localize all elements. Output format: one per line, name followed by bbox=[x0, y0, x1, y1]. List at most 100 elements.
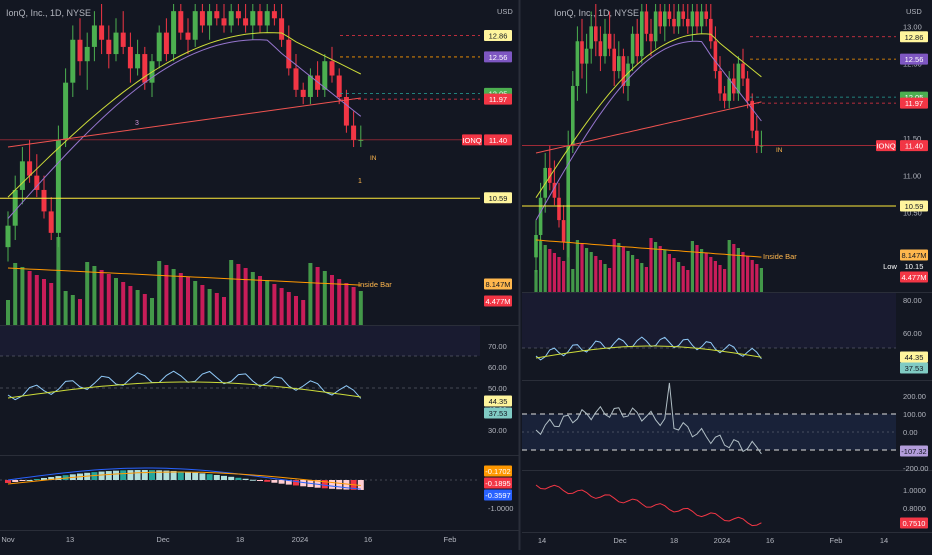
macd-histogram-bar bbox=[120, 470, 127, 480]
volume-bar bbox=[580, 244, 584, 292]
left-rsi-ma-value: 37.53 bbox=[489, 409, 508, 418]
right-cci-axis-tick: 100.00 bbox=[903, 410, 926, 419]
left-time-tick: Dec bbox=[156, 535, 170, 544]
candle-body bbox=[106, 39, 112, 55]
candle-body bbox=[594, 26, 598, 42]
right-rsi-ma-value: 37.53 bbox=[905, 364, 924, 373]
candle-body bbox=[336, 75, 342, 97]
candle-body bbox=[343, 96, 349, 126]
volume-bar bbox=[186, 277, 190, 325]
candle-body bbox=[617, 56, 621, 72]
candle-body bbox=[12, 189, 18, 226]
candle-body bbox=[603, 33, 607, 57]
right-price-axis-tick: 11.00 bbox=[903, 171, 921, 180]
right-price-badge: 11.97 bbox=[905, 99, 923, 108]
volume-bar bbox=[301, 300, 306, 325]
candle-body bbox=[120, 32, 126, 47]
candle-body bbox=[534, 235, 538, 258]
left-price-badge: 12.56 bbox=[489, 53, 508, 62]
left-time-tick: 16 bbox=[364, 535, 372, 544]
candle-body bbox=[653, 11, 658, 42]
right-cci-value-bg bbox=[900, 445, 928, 457]
volume-bar bbox=[164, 265, 169, 325]
candle-body bbox=[612, 48, 616, 72]
volume-bar bbox=[34, 275, 39, 325]
candle-body bbox=[736, 63, 741, 94]
right-osc-axis-tick: 1.0000 bbox=[903, 486, 926, 495]
left-time-tick: 13 bbox=[66, 535, 74, 544]
candle-body bbox=[77, 39, 83, 62]
macd-histogram-bar bbox=[221, 475, 227, 480]
right-rsi-band bbox=[522, 293, 896, 348]
candle-body bbox=[19, 161, 25, 190]
candle-body bbox=[243, 18, 249, 26]
volume-bar bbox=[178, 273, 183, 325]
right-price-badge: 8.147M bbox=[901, 251, 926, 260]
left-price-badge: 11.97 bbox=[489, 95, 507, 104]
volume-bar bbox=[351, 287, 356, 325]
left-rsi-axis-tick: 70.00 bbox=[488, 342, 507, 351]
candle-body bbox=[709, 18, 713, 42]
candle-body bbox=[571, 85, 575, 146]
candle-body bbox=[214, 11, 220, 19]
volume-bar bbox=[631, 255, 635, 292]
volume-bar bbox=[750, 260, 754, 292]
left-macd-label: -0.1702 bbox=[485, 467, 510, 476]
macd-histogram-bar bbox=[228, 476, 235, 480]
candle-body bbox=[34, 175, 40, 190]
volume-bar bbox=[723, 269, 727, 292]
volume-bar bbox=[330, 275, 334, 325]
volume-bar bbox=[6, 300, 10, 325]
volume-bar bbox=[286, 292, 291, 325]
left-rsi-value: 44.35 bbox=[489, 397, 508, 406]
macd-histogram-bar bbox=[33, 478, 40, 480]
right-price-badge: 12.86 bbox=[905, 33, 924, 42]
volume-bar bbox=[121, 282, 126, 325]
candle-body bbox=[27, 161, 33, 176]
candle-body bbox=[307, 75, 313, 97]
left-rsi-value-bg bbox=[484, 395, 512, 407]
right-symbol-tag: Low bbox=[883, 262, 897, 271]
candle-body bbox=[676, 11, 681, 27]
candle-body bbox=[99, 25, 105, 40]
left-rsi-ma-value-bg bbox=[484, 407, 512, 419]
volume-bar bbox=[142, 294, 147, 325]
volume-bar bbox=[171, 269, 176, 325]
candle-body bbox=[607, 33, 612, 49]
volume-bar bbox=[700, 249, 704, 292]
right-rsi-ma bbox=[535, 345, 762, 359]
candle-body bbox=[329, 61, 335, 76]
volume-bar bbox=[635, 259, 639, 292]
candle-body bbox=[70, 39, 76, 83]
macd-histogram-bar bbox=[235, 477, 242, 480]
left-rsi-axis-tick: 50.00 bbox=[488, 384, 507, 393]
right-price-axis-tick: 11.50 bbox=[903, 134, 921, 143]
candle-body bbox=[127, 46, 133, 69]
candle-body bbox=[663, 11, 667, 27]
right-annotation-in: IN bbox=[776, 147, 783, 154]
candle-body bbox=[727, 78, 731, 101]
left-price-badge-bg bbox=[484, 93, 512, 105]
right-osc-axis-tick: 0.8000 bbox=[903, 504, 926, 513]
macd-histogram-bar bbox=[206, 474, 213, 480]
candle-body bbox=[658, 11, 662, 27]
right-rsi-ma-value-bg bbox=[900, 362, 928, 374]
volume-bar bbox=[644, 267, 648, 292]
macd-histogram-bar bbox=[55, 476, 62, 480]
right-price-badge-bg bbox=[900, 271, 928, 283]
volume-bar bbox=[294, 296, 298, 325]
volume-bar bbox=[308, 263, 313, 325]
macd-histogram-bar bbox=[271, 480, 278, 483]
macd-histogram-bar bbox=[300, 480, 307, 487]
right-volume-ma bbox=[535, 239, 762, 258]
volume-bar bbox=[640, 263, 644, 292]
right-chart-title: IonQ, Inc., 1D, NYSE bbox=[554, 8, 640, 18]
candle-body bbox=[686, 18, 690, 27]
volume-bar bbox=[13, 263, 18, 325]
left-annotation-1: 1 bbox=[358, 178, 362, 185]
left-rsi-axis-tick: 30.00 bbox=[488, 426, 507, 435]
right-price-badge: 10.15 bbox=[905, 262, 924, 271]
